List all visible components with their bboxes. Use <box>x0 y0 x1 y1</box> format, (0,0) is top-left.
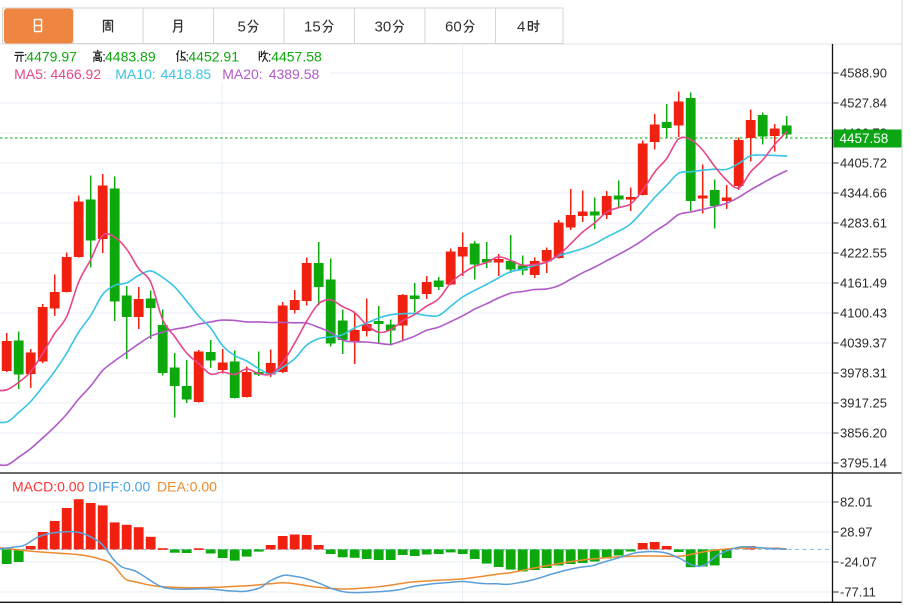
svg-text::: : <box>185 49 189 65</box>
svg-text:4452.91: 4452.91 <box>188 49 239 65</box>
svg-text:MA20:: MA20: <box>222 66 262 82</box>
svg-text:82.01: 82.01 <box>840 495 873 510</box>
svg-text:-77.11: -77.11 <box>840 585 876 600</box>
svg-text:4483.89: 4483.89 <box>105 49 156 65</box>
svg-text:4588.90: 4588.90 <box>840 66 887 81</box>
svg-text:3917.25: 3917.25 <box>840 396 887 411</box>
svg-text::: : <box>24 49 28 65</box>
svg-text:30: 30 <box>375 19 392 36</box>
svg-text:4039.37: 4039.37 <box>840 336 887 351</box>
svg-text:3856.20: 3856.20 <box>840 426 887 441</box>
svg-text:4161.49: 4161.49 <box>840 276 887 291</box>
svg-text:4100.43: 4100.43 <box>840 306 887 321</box>
svg-text:4: 4 <box>517 19 525 36</box>
svg-text::: : <box>268 49 272 65</box>
svg-text:4344.66: 4344.66 <box>840 186 887 201</box>
svg-text:4283.61: 4283.61 <box>840 216 887 231</box>
svg-text:DIFF:0.00: DIFF:0.00 <box>88 478 150 494</box>
svg-text:4405.72: 4405.72 <box>840 156 887 171</box>
svg-text:60: 60 <box>445 19 462 36</box>
svg-text:4466.92: 4466.92 <box>51 66 102 82</box>
svg-text:MACD:0.00: MACD:0.00 <box>12 478 85 494</box>
svg-text:5: 5 <box>238 19 246 36</box>
svg-text:MA5:: MA5: <box>14 66 47 82</box>
svg-text:3795.14: 3795.14 <box>840 456 887 471</box>
svg-text:4389.58: 4389.58 <box>269 66 320 82</box>
svg-text::: : <box>102 49 106 65</box>
svg-text:DEA:0.00: DEA:0.00 <box>157 478 217 494</box>
svg-text:4527.84: 4527.84 <box>840 96 887 111</box>
svg-text:4479.97: 4479.97 <box>26 49 77 65</box>
svg-text:15: 15 <box>304 19 321 36</box>
svg-text:4222.55: 4222.55 <box>840 246 887 261</box>
svg-text:4418.85: 4418.85 <box>161 66 212 82</box>
svg-text:4457.58: 4457.58 <box>271 49 322 65</box>
svg-text:MA10:: MA10: <box>115 66 155 82</box>
svg-text:-24.07: -24.07 <box>840 555 877 570</box>
svg-text:4457.58: 4457.58 <box>840 131 889 146</box>
svg-text:28.97: 28.97 <box>840 525 873 540</box>
svg-text:3978.31: 3978.31 <box>840 366 887 381</box>
